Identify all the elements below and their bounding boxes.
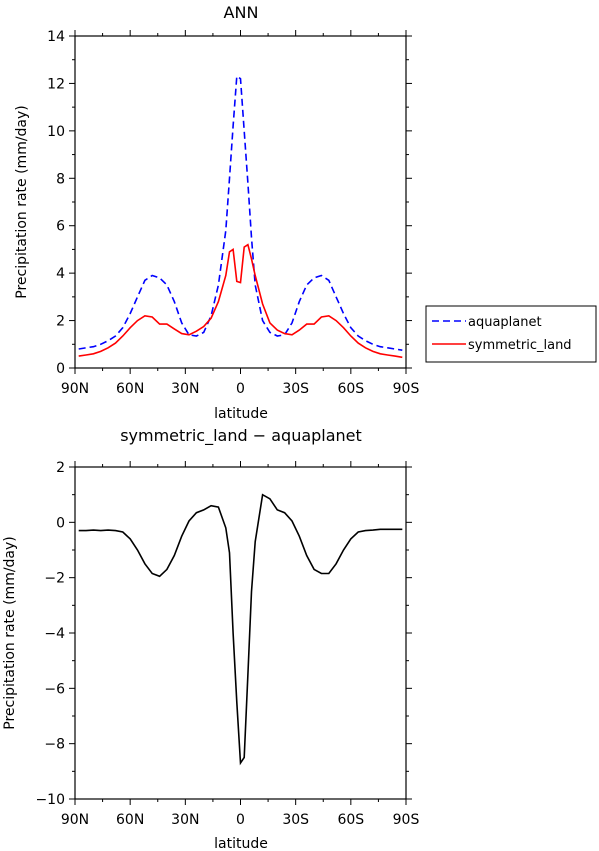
x-tick-label: 60S — [337, 812, 364, 828]
y-tick-label: 12 — [47, 76, 65, 92]
bottom-plot-frame — [74, 466, 407, 800]
x-tick-label: 30N — [171, 381, 199, 397]
x-tick-label: 60N — [116, 812, 144, 828]
bottom-title: symmetric_land − aquaplanet — [120, 426, 362, 446]
bottom-x-axis: 90N 60N 30N 0 30S 60S 90S — [61, 461, 420, 828]
x-tick-label: 30N — [171, 812, 199, 828]
y-tick-label: 2 — [56, 314, 65, 330]
y-tick-label: 0 — [56, 361, 65, 377]
y-tick-label: −8 — [44, 737, 65, 753]
top-title: ANN — [224, 3, 259, 22]
bottom-y-axis: −10 −8 −6 −4 −2 0 2 — [35, 460, 412, 808]
y-tick-label: 4 — [56, 266, 65, 282]
top-x-axis-label: latitude — [214, 406, 268, 422]
top-plot-frame — [74, 35, 407, 369]
y-tick-label: 6 — [56, 219, 65, 235]
x-tick-label: 90N — [61, 812, 89, 828]
legend-label-symmetric-land: symmetric_land — [468, 338, 572, 353]
symmetric-land-line — [78, 243, 403, 359]
legend-label-aquaplanet: aquaplanet — [468, 315, 542, 330]
top-x-axis: 90N 60N 30N 0 30S 60S 90S — [61, 30, 420, 397]
x-tick-label: 0 — [236, 381, 245, 397]
x-tick-label: 0 — [236, 812, 245, 828]
x-tick-label: 90N — [61, 381, 89, 397]
y-tick-label: −2 — [44, 571, 65, 587]
y-tick-label: 10 — [47, 124, 65, 140]
x-tick-label: 30S — [282, 812, 309, 828]
x-tick-label: 90S — [393, 812, 420, 828]
x-tick-label: 90S — [393, 381, 420, 397]
y-tick-label: −6 — [44, 681, 65, 697]
y-tick-label: 0 — [56, 515, 65, 531]
legend-box — [425, 305, 597, 363]
legend: aquaplanet symmetric_land — [425, 305, 597, 363]
top-panel: ANN 0 2 4 6 8 10 12 14 90N 60N 30N 0 30S 60S 90S lati… — [14, 3, 419, 422]
bottom-x-axis-label: latitude — [214, 836, 268, 851]
y-tick-label: −10 — [35, 792, 65, 808]
difference-line — [78, 493, 403, 766]
top-y-axis: 0 2 4 6 8 10 12 14 — [47, 29, 412, 377]
y-tick-label: 2 — [56, 460, 65, 476]
y-tick-label: −4 — [44, 626, 65, 642]
bottom-panel: symmetric_land − aquaplanet −10 −8 −6 −4 −2 0… — [2, 426, 419, 851]
aquaplanet-line — [78, 74, 403, 351]
x-tick-label: 60N — [116, 381, 144, 397]
y-tick-label: 8 — [56, 171, 65, 187]
x-tick-label: 60S — [337, 381, 364, 397]
top-y-axis-label: Precipitation rate (mm/day) — [14, 105, 30, 299]
x-tick-label: 30S — [282, 381, 309, 397]
y-tick-label: 14 — [47, 29, 65, 45]
bottom-y-axis-label: Precipitation rate (mm/day) — [2, 536, 18, 730]
